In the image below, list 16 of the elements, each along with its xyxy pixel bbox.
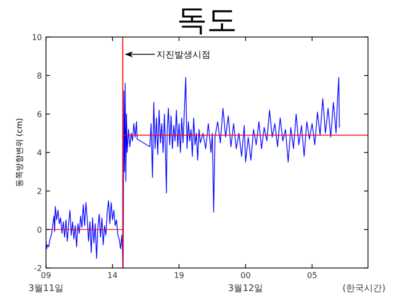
y-tick-label: 8 bbox=[36, 72, 42, 80]
annotation: 지진발생시점 bbox=[156, 50, 211, 60]
x-tick-label: 09 3월11일 bbox=[28, 271, 64, 294]
y-tick-label: 10 bbox=[32, 33, 42, 42]
y-tick-label: 2 bbox=[36, 187, 42, 196]
x-tick-label: 14 bbox=[107, 271, 118, 280]
x-axis-title: (한국시간) bbox=[342, 284, 386, 294]
title: 독도 bbox=[177, 3, 237, 38]
y-axis-title: 동쪽방향변위 (cm) bbox=[15, 118, 24, 187]
y-tick-label: 4 bbox=[36, 148, 42, 158]
y-tick-label: 0 bbox=[36, 226, 42, 234]
y-tick-label: 6 bbox=[36, 110, 42, 119]
x-tick-label: 05 bbox=[307, 271, 318, 280]
x-tick-label: 00 3월12일 bbox=[228, 271, 264, 294]
y-tick-label: -2 bbox=[34, 264, 42, 273]
x-tick-label: 19 bbox=[174, 271, 184, 280]
